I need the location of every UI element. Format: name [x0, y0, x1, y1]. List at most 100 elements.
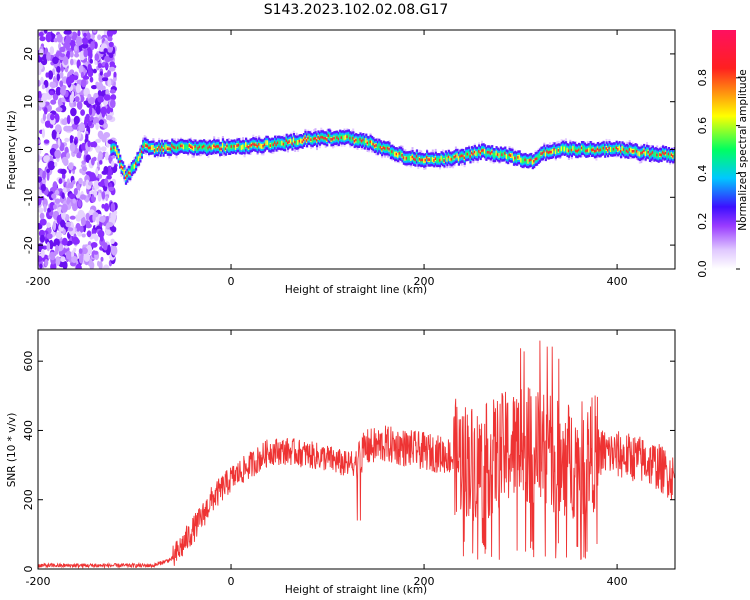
noise-speckle: [81, 166, 88, 172]
ridge-band-inner: [200, 144, 203, 150]
ridge-band-inner: [184, 144, 187, 150]
ridge-band-inner: [646, 149, 649, 155]
ridge-core: [585, 149, 588, 153]
ridge-core: [174, 146, 177, 150]
noise-speckle: [110, 202, 116, 213]
ridge-core: [598, 149, 601, 152]
ridge-core: [576, 149, 579, 153]
ridge-core: [546, 150, 549, 153]
noise-speckle: [70, 107, 77, 117]
ridge-core: [602, 146, 605, 150]
ridge-core: [323, 136, 326, 140]
noise-speckle: [97, 62, 102, 69]
ridge-band-inner: [507, 154, 510, 160]
noise-speckle: [78, 151, 82, 159]
noise-speckle: [63, 30, 70, 35]
noise-speckle: [92, 156, 97, 162]
ridge-core: [340, 136, 343, 139]
ridge-core: [641, 151, 644, 154]
ridge-core: [156, 148, 159, 151]
noise-speckle: [45, 32, 52, 43]
noise-speckle: [100, 106, 107, 116]
y-tick-label: 400: [22, 420, 35, 441]
ridge-band-inner: [589, 145, 592, 151]
noise-speckle: [39, 36, 46, 42]
noise-speckle: [106, 30, 114, 38]
ridge-core: [258, 143, 261, 146]
ridge-core: [287, 141, 290, 145]
ridge-band-inner: [637, 150, 640, 156]
noise-speckle: [47, 160, 55, 171]
ridge-core: [439, 159, 442, 162]
ridge-core: [194, 145, 197, 148]
ridge-band-inner: [465, 151, 468, 157]
ridge-band-inner: [139, 153, 142, 158]
noise-speckle: [86, 32, 91, 40]
noise-speckle: [97, 230, 105, 238]
ridge-band-inner: [357, 138, 361, 144]
ridge-core: [360, 139, 363, 143]
ridge-core: [662, 151, 665, 154]
noise-speckle: [85, 113, 91, 123]
ridge-core: [210, 146, 213, 150]
ridge-band-inner: [475, 151, 478, 157]
noise-speckle: [78, 65, 84, 74]
ridge-band-inner: [611, 147, 614, 153]
ridge-core: [557, 149, 560, 152]
ridge-band-inner: [537, 154, 540, 160]
ridge-band-inner: [512, 156, 516, 162]
noise-speckle: [59, 46, 66, 53]
ridge-core: [355, 138, 358, 142]
ridge-band-inner: [392, 150, 395, 156]
noise-speckle: [53, 38, 58, 43]
noise-speckle: [75, 36, 83, 46]
ridge-band-inner: [311, 137, 314, 143]
noise-speckle: [43, 107, 48, 115]
ridge-core: [216, 145, 219, 148]
noise-speckle: [85, 133, 89, 141]
colorbar-gradient: [712, 30, 736, 269]
ridge-core: [473, 150, 476, 154]
ridge-band-inner: [356, 138, 359, 144]
ridge-core: [489, 152, 492, 155]
ridge-band-inner: [638, 151, 641, 157]
noise-speckle: [38, 195, 42, 206]
ridge-band-inner: [175, 146, 178, 152]
ridge-core: [401, 154, 404, 157]
ridge-core: [148, 146, 151, 150]
x-tick-label: 400: [607, 275, 628, 288]
colorbar-tick-label: 0.2: [696, 212, 709, 230]
noise-speckle: [105, 229, 111, 236]
ridge-band-inner: [485, 151, 488, 157]
noise-speckle: [90, 41, 95, 51]
noise-speckle: [97, 95, 105, 103]
ridge-core: [486, 151, 489, 154]
y-tick-label: 0: [22, 146, 35, 153]
noise-speckle: [65, 250, 72, 260]
noise-speckle: [93, 41, 98, 49]
ridge-core: [670, 153, 673, 157]
ridge-core: [326, 138, 329, 141]
ridge-band-inner: [164, 144, 167, 150]
noise-speckle: [77, 130, 81, 140]
ridge-band-inner: [525, 158, 529, 164]
noise-speckle: [60, 219, 66, 228]
ridge-band-inner: [292, 137, 295, 143]
ridge-core: [415, 155, 419, 158]
noise-speckle: [79, 255, 84, 264]
ridge-core: [379, 145, 382, 149]
ridge-core: [453, 155, 456, 159]
ridge-core: [450, 158, 453, 161]
noise-speckle: [106, 175, 112, 180]
ridge-band-inner: [178, 144, 181, 149]
ridge-core: [593, 150, 597, 153]
ridge-core: [650, 152, 653, 156]
ridge-core: [161, 145, 164, 149]
noise-speckle: [69, 142, 76, 153]
noise-speckle: [100, 85, 106, 91]
noise-speckle: [107, 36, 113, 42]
noise-speckle: [42, 113, 47, 122]
ridge-core: [514, 156, 517, 160]
noise-speckle: [46, 233, 53, 240]
noise-speckle: [89, 116, 94, 121]
